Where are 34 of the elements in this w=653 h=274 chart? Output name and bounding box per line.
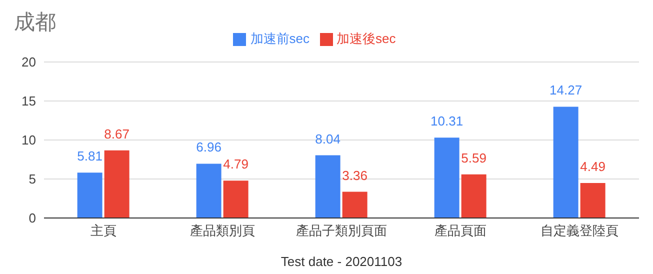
data-label: 8.04 [315,131,340,146]
x-tick-label: 產品子類別頁面 [296,223,387,238]
bar [104,150,130,218]
y-tick-label: 10 [22,132,36,148]
bar [77,172,102,218]
y-tick-label: 0 [28,210,36,226]
bar [580,182,606,218]
bar [342,192,368,218]
x-tick-label: 產品類別頁 [190,223,255,238]
data-label: 4.79 [223,156,248,172]
data-label: 6.96 [196,140,222,155]
y-tick-label: 20 [22,54,36,70]
y-tick-label: 15 [22,94,36,109]
y-tick-label: 5 [28,172,36,187]
data-label: 5.59 [461,150,486,166]
bar [196,164,222,218]
bar [461,174,486,218]
data-label: 14.27 [550,82,582,98]
bar [553,106,578,218]
data-label: 10.31 [430,114,464,129]
bar [223,180,248,218]
x-tick-label: 產品頁面 [434,223,486,238]
data-label: 5.81 [77,148,102,164]
x-tick-label: 主頁 [90,223,116,238]
data-label: 8.67 [104,126,130,142]
data-label: 3.36 [342,168,368,183]
bar [434,138,460,218]
data-label: 4.49 [580,158,606,174]
x-tick-label: 自定義登陸頁 [540,223,618,238]
legend-label: 加速後sec [336,31,396,46]
x-axis-title: Test date - 20201103 [280,254,402,269]
legend-label: 加速前sec [250,31,310,46]
chart-title: 成都 [14,10,56,36]
bar [315,155,340,218]
